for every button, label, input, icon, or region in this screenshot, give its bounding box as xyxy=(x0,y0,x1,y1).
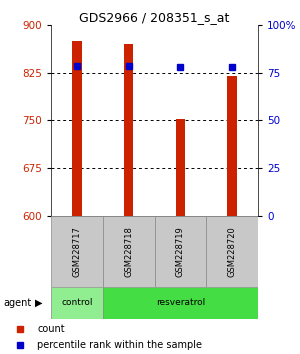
Bar xyxy=(51,216,103,287)
Text: resveratrol: resveratrol xyxy=(156,298,205,307)
Bar xyxy=(176,119,185,216)
Bar xyxy=(206,216,258,287)
Bar xyxy=(227,76,237,216)
Bar xyxy=(103,287,258,319)
Bar xyxy=(124,44,133,216)
Text: GSM228720: GSM228720 xyxy=(228,226,237,277)
Text: control: control xyxy=(61,298,93,307)
Text: percentile rank within the sample: percentile rank within the sample xyxy=(38,340,202,350)
Bar xyxy=(103,216,154,287)
Bar xyxy=(72,41,82,216)
Text: GSM228718: GSM228718 xyxy=(124,226,133,277)
Text: GSM228719: GSM228719 xyxy=(176,226,185,277)
Bar xyxy=(51,287,103,319)
Text: ▶: ▶ xyxy=(35,298,43,308)
Title: GDS2966 / 208351_s_at: GDS2966 / 208351_s_at xyxy=(79,11,230,24)
Bar xyxy=(154,216,206,287)
Text: GSM228717: GSM228717 xyxy=(72,226,81,277)
Text: agent: agent xyxy=(3,298,31,308)
Text: count: count xyxy=(38,324,65,333)
